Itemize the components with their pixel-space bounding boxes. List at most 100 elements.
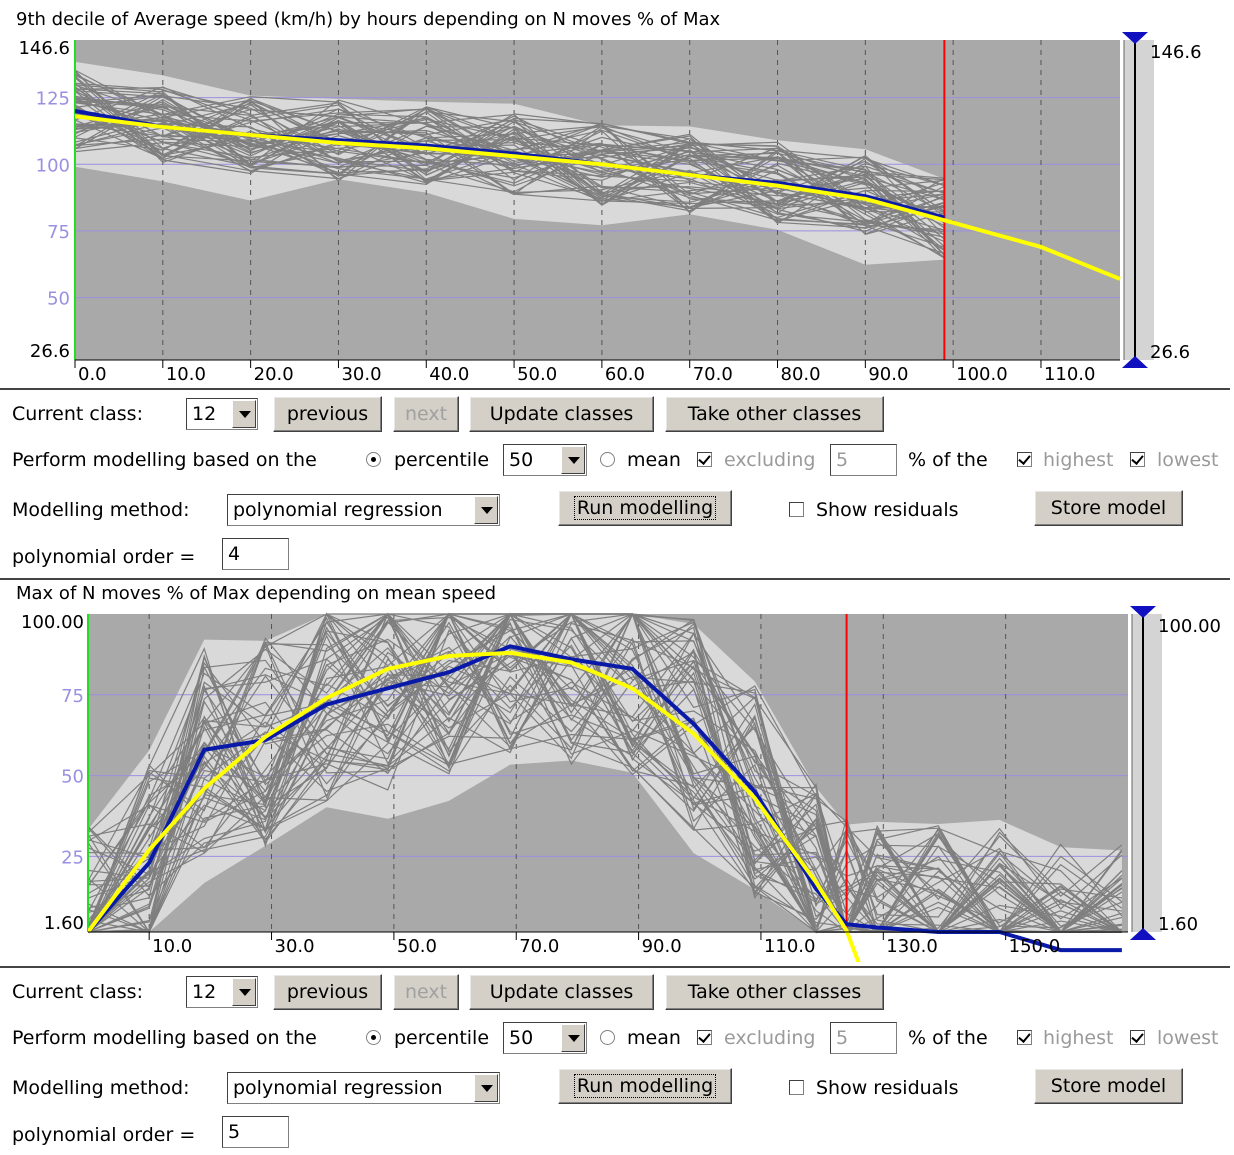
take-other-classes-button[interactable]: Take other classes	[665, 396, 884, 432]
chevron-down-icon[interactable]	[561, 1024, 585, 1052]
percentile-radio[interactable]	[366, 1030, 381, 1045]
individual-line	[87, 613, 1122, 933]
chevron-down-icon[interactable]	[232, 978, 256, 1006]
chevron-down-icon[interactable]	[474, 1074, 498, 1102]
individual-line	[74, 97, 945, 213]
individual-line	[74, 90, 945, 210]
individual-line	[87, 612, 1122, 933]
modelling-method-label: Modelling method:	[12, 499, 190, 521]
lowest-checkbox[interactable]	[1130, 1030, 1145, 1045]
excluding-percent-field[interactable]: 5	[830, 444, 897, 476]
update-classes-button[interactable]: Update classes	[469, 396, 654, 432]
update-classes-label: Update classes	[489, 981, 634, 1003]
x-tick-label: 150.0	[1009, 936, 1061, 957]
chevron-down-icon[interactable]	[474, 496, 498, 524]
percentile-select[interactable]: 50	[503, 1022, 587, 1054]
next-button[interactable]: next	[393, 974, 459, 1010]
y-tick-label: 50	[61, 767, 84, 788]
model-line	[75, 114, 1121, 281]
lowest-checkbox[interactable]	[1130, 452, 1145, 467]
x-tick-label: 70.0	[519, 936, 559, 957]
highest-checkbox[interactable]	[1017, 1030, 1032, 1045]
update-classes-label: Update classes	[489, 403, 634, 425]
percent-of-the-label: % of the	[908, 449, 988, 471]
polynomial-order-value: 4	[228, 543, 241, 565]
mean-radio[interactable]	[600, 1030, 615, 1045]
store-model-label: Store model	[1050, 497, 1167, 519]
mean-label: mean	[627, 1027, 681, 1049]
previous-button[interactable]: previous	[273, 974, 382, 1010]
store-model-button[interactable]: Store model	[1034, 1068, 1183, 1104]
percent-of-the-label: % of the	[908, 1027, 988, 1049]
update-classes-button[interactable]: Update classes	[469, 974, 654, 1010]
excluding-percent-field[interactable]: 5	[830, 1022, 897, 1054]
take-other-classes-button[interactable]: Take other classes	[665, 974, 884, 1010]
chart-speed-by-hours: 0.0 10.0 20.0 30.0 40.0 50.0 60.0 70.0 80.0 90.0 1…	[18, 32, 1202, 385]
store-model-label: Store model	[1050, 1075, 1167, 1097]
run-modelling-label: Run modelling	[573, 1074, 717, 1098]
lowest-label: lowest	[1157, 449, 1219, 471]
y-tick-label: 50	[47, 289, 70, 310]
percentile-select[interactable]: 50	[503, 444, 587, 476]
individual-line	[87, 612, 1123, 933]
excluding-label: excluding	[724, 449, 816, 471]
next-button-label: next	[404, 981, 448, 1003]
x-tick-label: 130.0	[886, 936, 938, 957]
polynomial-order-field[interactable]: 4	[222, 538, 289, 570]
individual-line	[74, 73, 945, 202]
percentile-radio[interactable]	[366, 452, 381, 467]
show-residuals-label: Show residuals	[816, 1077, 959, 1099]
run-modelling-button[interactable]: Run modelling	[558, 490, 732, 526]
separator	[0, 388, 1230, 390]
modelling-method-select[interactable]: polynomial regression	[227, 1072, 500, 1104]
individual-line	[87, 613, 1122, 934]
range-max-handle	[1130, 606, 1156, 618]
excluding-label: excluding	[724, 1027, 816, 1049]
y-tick-label: 125	[36, 89, 70, 110]
right-axis-bottom-label: 26.6	[1150, 342, 1190, 363]
y-min-label: 1.60	[44, 913, 84, 934]
y-tick-label: 25	[61, 847, 84, 868]
x-tick-label: 70.0	[693, 364, 733, 385]
show-residuals-checkbox[interactable]	[789, 1080, 804, 1095]
current-class-label: Current class:	[12, 403, 143, 425]
x-tick-label: 50.0	[517, 364, 557, 385]
modelling-method-select[interactable]: polynomial regression	[227, 494, 500, 526]
modelling-method-value: polynomial regression	[233, 1077, 443, 1099]
individual-line	[87, 612, 1122, 933]
range-min-handle	[1122, 356, 1148, 368]
current-class-select[interactable]: 12	[186, 976, 258, 1008]
individual-line	[87, 612, 1123, 933]
highest-label: highest	[1043, 1027, 1114, 1049]
range-slider-track	[1132, 614, 1162, 932]
previous-button[interactable]: previous	[273, 396, 382, 432]
y-tick-label: 100	[36, 155, 70, 176]
right-axis-top-label: 100.00	[1158, 616, 1221, 637]
chevron-down-icon[interactable]	[561, 446, 585, 474]
show-residuals-checkbox[interactable]	[789, 502, 804, 517]
x-tick-label: 40.0	[429, 364, 469, 385]
run-modelling-label: Run modelling	[573, 496, 717, 520]
individual-line	[87, 616, 1122, 934]
percentile-label: percentile	[394, 1027, 490, 1049]
range-slider-track	[1124, 40, 1154, 360]
show-residuals-label: Show residuals	[816, 499, 959, 521]
perform-modelling-label: Perform modelling based on the	[12, 449, 317, 471]
highest-checkbox[interactable]	[1017, 452, 1032, 467]
excluding-checkbox[interactable]	[697, 1030, 712, 1045]
chevron-down-icon[interactable]	[232, 400, 256, 428]
x-tick-label: 110.0	[1044, 364, 1096, 385]
run-modelling-button[interactable]: Run modelling	[558, 1068, 732, 1104]
excluding-percent-value: 5	[836, 1027, 849, 1049]
individual-line	[87, 612, 1122, 934]
current-class-select[interactable]: 12	[186, 398, 258, 430]
polynomial-order-label: polynomial order =	[12, 1124, 196, 1146]
mean-radio[interactable]	[600, 452, 615, 467]
excluding-checkbox[interactable]	[697, 452, 712, 467]
polynomial-order-field[interactable]: 5	[222, 1116, 289, 1148]
store-model-button[interactable]: Store model	[1034, 490, 1183, 526]
next-button[interactable]: next	[393, 396, 459, 432]
right-axis-bottom-label: 1.60	[1158, 914, 1198, 935]
perform-modelling-label: Perform modelling based on the	[12, 1027, 317, 1049]
individual-line	[87, 650, 1123, 933]
